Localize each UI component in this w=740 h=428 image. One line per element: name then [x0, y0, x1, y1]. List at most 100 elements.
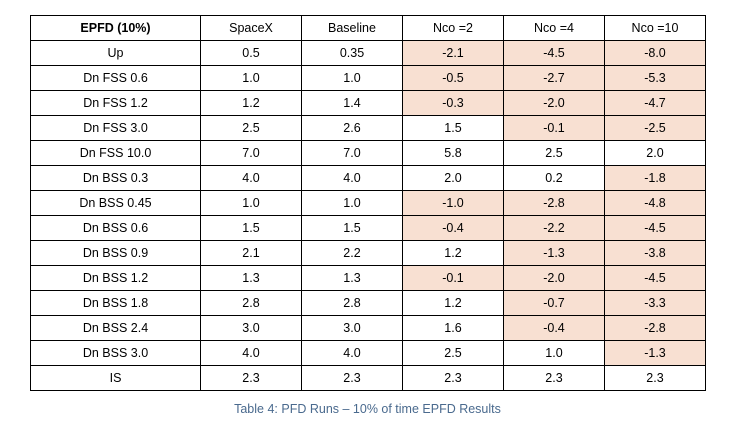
table-cell-nco-10: -3.8 — [604, 240, 706, 266]
table-cell-nco-2: 1.6 — [402, 315, 504, 341]
table-cell-baseline: 2.8 — [301, 290, 403, 316]
table-row: Dn FSS 1.2 1.2 1.4 -0.3 -2.0 -4.7 — [30, 90, 706, 116]
table-cell-nco-4: 2.5 — [503, 140, 605, 166]
table-cell-nco-10: -2.5 — [604, 115, 706, 141]
table-cell-nco-4: 0.2 — [503, 165, 605, 191]
table-cell-nco-2: -0.1 — [402, 265, 504, 291]
table-cell-nco-4: -2.0 — [503, 265, 605, 291]
table-cell-nco-2: 2.3 — [402, 365, 504, 391]
table-cell-baseline: 2.6 — [301, 115, 403, 141]
table-cell-nco-2: 2.0 — [402, 165, 504, 191]
table-cell-spacex: 1.0 — [200, 190, 302, 216]
header-cell-nco-4: Nco =4 — [503, 15, 605, 41]
table-header-row: EPFD (10%) SpaceX Baseline Nco =2 Nco =4… — [30, 15, 706, 41]
table-row: Dn BSS 1.2 1.3 1.3 -0.1 -2.0 -4.5 — [30, 265, 706, 291]
table-cell-baseline: 1.3 — [301, 265, 403, 291]
table-cell-nco-10: 2.3 — [604, 365, 706, 391]
table-cell-label: Dn BSS 0.3 — [30, 165, 201, 191]
table-cell-nco-10: -8.0 — [604, 40, 706, 66]
table-cell-nco-10: -1.3 — [604, 340, 706, 366]
table-cell-nco-4: -2.7 — [503, 65, 605, 91]
table-cell-baseline: 0.35 — [301, 40, 403, 66]
table-caption: Table 4: PFD Runs – 10% of time EPFD Res… — [234, 402, 501, 416]
table-cell-nco-4: -4.5 — [503, 40, 605, 66]
epfd-results-table-container: EPFD (10%) SpaceX Baseline Nco =2 Nco =4… — [30, 15, 710, 391]
header-cell-epfd: EPFD (10%) — [30, 15, 201, 41]
table-cell-nco-4: -2.8 — [503, 190, 605, 216]
table-cell-label: Dn BSS 1.2 — [30, 265, 201, 291]
header-cell-baseline: Baseline — [301, 15, 403, 41]
table-cell-spacex: 2.5 — [200, 115, 302, 141]
table-cell-nco-2: 1.2 — [402, 240, 504, 266]
table-row: Dn BSS 3.0 4.0 4.0 2.5 1.0 -1.3 — [30, 340, 706, 366]
table-cell-label: Dn FSS 10.0 — [30, 140, 201, 166]
table-cell-nco-2: -0.4 — [402, 215, 504, 241]
table-body: Up 0.5 0.35 -2.1 -4.5 -8.0 Dn FSS 0.6 1.0 1.0 -0.… — [30, 40, 706, 391]
table-row: IS 2.3 2.3 2.3 2.3 2.3 — [30, 365, 706, 391]
table-cell-baseline: 2.3 — [301, 365, 403, 391]
table-row: Dn FSS 0.6 1.0 1.0 -0.5 -2.7 -5.3 — [30, 65, 706, 91]
table-cell-baseline: 2.2 — [301, 240, 403, 266]
table-cell-nco-10: -4.7 — [604, 90, 706, 116]
table-cell-spacex: 4.0 — [200, 165, 302, 191]
table-cell-nco-4: -1.3 — [503, 240, 605, 266]
table-row: Dn BSS 2.4 3.0 3.0 1.6 -0.4 -2.8 — [30, 315, 706, 341]
table-cell-nco-2: -0.5 — [402, 65, 504, 91]
table-cell-nco-4: -0.4 — [503, 315, 605, 341]
table-cell-nco-2: -1.0 — [402, 190, 504, 216]
table-cell-spacex: 1.5 — [200, 215, 302, 241]
table-cell-nco-10: -5.3 — [604, 65, 706, 91]
table-row: Dn FSS 3.0 2.5 2.6 1.5 -0.1 -2.5 — [30, 115, 706, 141]
table-row: Dn BSS 0.3 4.0 4.0 2.0 0.2 -1.8 — [30, 165, 706, 191]
table-cell-baseline: 1.0 — [301, 65, 403, 91]
table-row: Dn BSS 0.9 2.1 2.2 1.2 -1.3 -3.8 — [30, 240, 706, 266]
table-cell-nco-10: -4.5 — [604, 265, 706, 291]
table-cell-spacex: 1.0 — [200, 65, 302, 91]
table-cell-spacex: 7.0 — [200, 140, 302, 166]
table-cell-nco-10: -4.8 — [604, 190, 706, 216]
table-cell-baseline: 4.0 — [301, 165, 403, 191]
table-cell-nco-10: -2.8 — [604, 315, 706, 341]
table-cell-label: Dn BSS 2.4 — [30, 315, 201, 341]
table-row: Dn FSS 10.0 7.0 7.0 5.8 2.5 2.0 — [30, 140, 706, 166]
table-cell-nco-4: -0.1 — [503, 115, 605, 141]
table-cell-spacex: 2.8 — [200, 290, 302, 316]
table-cell-nco-2: 2.5 — [402, 340, 504, 366]
table-cell-spacex: 1.2 — [200, 90, 302, 116]
header-cell-nco-2: Nco =2 — [402, 15, 504, 41]
table-cell-baseline: 4.0 — [301, 340, 403, 366]
table-cell-nco-2: -2.1 — [402, 40, 504, 66]
table-row: Dn BSS 0.45 1.0 1.0 -1.0 -2.8 -4.8 — [30, 190, 706, 216]
table-cell-nco-10: -3.3 — [604, 290, 706, 316]
table-cell-label: Dn BSS 1.8 — [30, 290, 201, 316]
table-cell-spacex: 2.1 — [200, 240, 302, 266]
table-cell-label: Dn BSS 3.0 — [30, 340, 201, 366]
table-cell-baseline: 1.5 — [301, 215, 403, 241]
table-cell-spacex: 1.3 — [200, 265, 302, 291]
table-cell-label: Up — [30, 40, 201, 66]
table-cell-nco-2: 5.8 — [402, 140, 504, 166]
table-cell-nco-10: -1.8 — [604, 165, 706, 191]
table-cell-nco-4: -2.2 — [503, 215, 605, 241]
table-cell-spacex: 2.3 — [200, 365, 302, 391]
table-cell-spacex: 0.5 — [200, 40, 302, 66]
table-cell-nco-4: 2.3 — [503, 365, 605, 391]
table-cell-label: Dn BSS 0.6 — [30, 215, 201, 241]
table-cell-nco-4: 1.0 — [503, 340, 605, 366]
table-cell-label: Dn BSS 0.9 — [30, 240, 201, 266]
table-row: Dn BSS 0.6 1.5 1.5 -0.4 -2.2 -4.5 — [30, 215, 706, 241]
table-cell-nco-10: 2.0 — [604, 140, 706, 166]
table-cell-nco-10: -4.5 — [604, 215, 706, 241]
header-cell-spacex: SpaceX — [200, 15, 302, 41]
epfd-results-table: EPFD (10%) SpaceX Baseline Nco =2 Nco =4… — [30, 15, 706, 391]
table-cell-nco-2: 1.5 — [402, 115, 504, 141]
table-cell-nco-2: -0.3 — [402, 90, 504, 116]
table-cell-nco-4: -0.7 — [503, 290, 605, 316]
table-cell-label: Dn FSS 0.6 — [30, 65, 201, 91]
table-cell-baseline: 7.0 — [301, 140, 403, 166]
table-cell-label: Dn FSS 3.0 — [30, 115, 201, 141]
table-row: Dn BSS 1.8 2.8 2.8 1.2 -0.7 -3.3 — [30, 290, 706, 316]
table-cell-spacex: 4.0 — [200, 340, 302, 366]
table-row: Up 0.5 0.35 -2.1 -4.5 -8.0 — [30, 40, 706, 66]
table-cell-nco-4: -2.0 — [503, 90, 605, 116]
